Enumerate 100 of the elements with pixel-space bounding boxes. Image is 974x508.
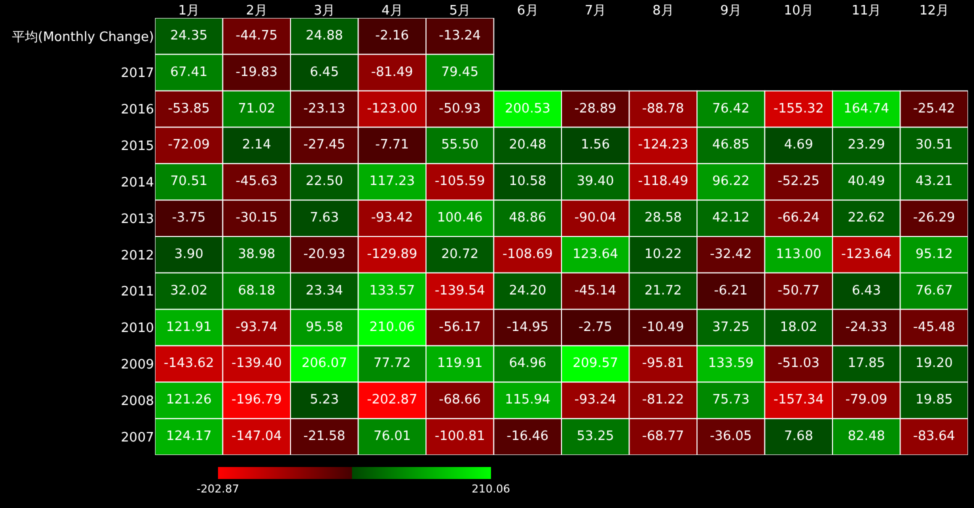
data-label: 7.63 bbox=[310, 210, 339, 226]
data-label: 206.07 bbox=[302, 356, 348, 372]
data-label: -25.42 bbox=[913, 101, 956, 116]
data-label: 77.72 bbox=[374, 356, 411, 372]
data-label: 20.72 bbox=[441, 246, 478, 262]
data-label: 210.06 bbox=[369, 320, 415, 335]
data-label: -81.22 bbox=[642, 392, 684, 408]
data-label: -2.75 bbox=[578, 320, 612, 335]
data-label: -68.77 bbox=[642, 429, 684, 444]
x-tick-label: 12月 bbox=[919, 3, 949, 18]
data-label: 19.20 bbox=[916, 356, 953, 372]
data-label: -27.45 bbox=[303, 138, 346, 153]
data-label: 5.23 bbox=[310, 392, 339, 408]
data-label: -21.58 bbox=[303, 429, 346, 444]
data-label: 22.62 bbox=[848, 210, 885, 226]
data-label: -202.87 bbox=[367, 392, 418, 408]
x-tick-label: 2月 bbox=[246, 3, 268, 18]
data-label: 24.88 bbox=[306, 28, 343, 44]
x-tick-label: 10月 bbox=[784, 3, 814, 18]
data-label: -36.05 bbox=[710, 429, 752, 444]
data-label: 42.12 bbox=[712, 210, 750, 226]
data-label: -50.77 bbox=[778, 283, 820, 298]
data-label: -157.34 bbox=[774, 392, 824, 408]
data-label: 39.40 bbox=[576, 174, 614, 190]
data-label: 95.58 bbox=[306, 320, 343, 335]
data-label: 70.51 bbox=[170, 174, 208, 190]
data-label: 100.46 bbox=[437, 210, 483, 226]
data-label: 30.51 bbox=[916, 138, 953, 153]
data-label: 76.42 bbox=[712, 101, 750, 116]
x-tick-label: 6月 bbox=[516, 3, 538, 18]
y-tick-label: 2017 bbox=[120, 66, 154, 82]
data-label: 18.02 bbox=[780, 320, 818, 335]
color-bar-label: -202.87 bbox=[196, 482, 240, 496]
y-tick-label: 2011 bbox=[120, 284, 154, 300]
data-label: -45.63 bbox=[236, 174, 278, 190]
x-tick-label: 9月 bbox=[720, 3, 742, 18]
data-label: 133.59 bbox=[708, 356, 754, 372]
data-label: -45.14 bbox=[574, 283, 616, 298]
data-label: -129.89 bbox=[367, 246, 418, 262]
data-label: -123.64 bbox=[841, 246, 892, 262]
data-label: -124.23 bbox=[638, 138, 688, 153]
data-label: -19.83 bbox=[236, 64, 278, 80]
data-label: -95.81 bbox=[642, 356, 684, 372]
data-label: -23.13 bbox=[303, 101, 346, 116]
data-label: -155.32 bbox=[774, 101, 824, 116]
data-label: 55.50 bbox=[441, 138, 478, 153]
y-tick-label: 2008 bbox=[120, 394, 154, 409]
data-label: -45.48 bbox=[913, 320, 956, 335]
data-label: -14.95 bbox=[506, 320, 549, 335]
data-label: -50.93 bbox=[438, 101, 481, 116]
data-label: -24.33 bbox=[845, 320, 888, 335]
data-label: 124.17 bbox=[166, 429, 212, 444]
data-label: -51.03 bbox=[778, 356, 820, 372]
data-label: -13.24 bbox=[438, 28, 481, 44]
data-label: 53.25 bbox=[576, 429, 614, 444]
y-tick-label: 2014 bbox=[120, 175, 154, 190]
data-label: 2.14 bbox=[242, 138, 272, 153]
data-label: -3.75 bbox=[172, 210, 206, 226]
data-label: 133.57 bbox=[369, 283, 415, 298]
x-tick-label: 4月 bbox=[381, 3, 403, 18]
data-label: 46.85 bbox=[712, 138, 750, 153]
data-label: -105.59 bbox=[434, 174, 485, 190]
data-label: -72.09 bbox=[168, 138, 210, 153]
data-label: 37.25 bbox=[712, 320, 750, 335]
data-label: 76.01 bbox=[374, 429, 411, 444]
data-label: 123.64 bbox=[572, 246, 618, 262]
data-label: -6.21 bbox=[714, 283, 748, 298]
data-label: -93.24 bbox=[574, 392, 616, 408]
data-label: 32.02 bbox=[170, 283, 208, 298]
color-bar-label: 210.06 bbox=[472, 482, 510, 496]
data-label: 121.91 bbox=[166, 320, 212, 335]
data-label: -81.49 bbox=[371, 64, 414, 80]
y-tick-label: 2013 bbox=[120, 212, 154, 227]
data-label: 6.43 bbox=[852, 283, 881, 298]
y-tick-label: 2007 bbox=[120, 430, 154, 446]
data-label: 68.18 bbox=[238, 283, 276, 298]
data-label: -56.17 bbox=[438, 320, 481, 335]
data-label: -118.49 bbox=[638, 174, 688, 190]
y-tick-label: 2016 bbox=[120, 102, 154, 118]
data-label: 64.96 bbox=[509, 356, 546, 372]
data-label: -66.24 bbox=[778, 210, 820, 226]
data-label: 23.34 bbox=[306, 283, 343, 298]
data-label: 43.21 bbox=[916, 174, 953, 190]
data-label: -123.00 bbox=[367, 101, 418, 116]
data-label: 71.02 bbox=[238, 101, 276, 116]
data-label: 38.98 bbox=[238, 246, 276, 262]
x-tick-label: 8月 bbox=[652, 3, 674, 18]
data-label: -28.89 bbox=[574, 101, 616, 116]
data-label: 4.69 bbox=[784, 138, 814, 153]
data-label: -53.85 bbox=[168, 101, 210, 116]
data-label: 19.85 bbox=[916, 392, 953, 408]
data-label: 79.45 bbox=[441, 64, 478, 80]
data-label: 76.67 bbox=[916, 283, 953, 298]
data-label: -196.79 bbox=[232, 392, 282, 408]
data-label: 10.58 bbox=[509, 174, 546, 190]
data-label: 20.48 bbox=[509, 138, 546, 153]
data-label: 6.45 bbox=[310, 64, 339, 80]
data-label: -90.04 bbox=[574, 210, 616, 226]
x-tick-label: 1月 bbox=[178, 3, 200, 18]
data-label: 1.56 bbox=[580, 138, 610, 153]
